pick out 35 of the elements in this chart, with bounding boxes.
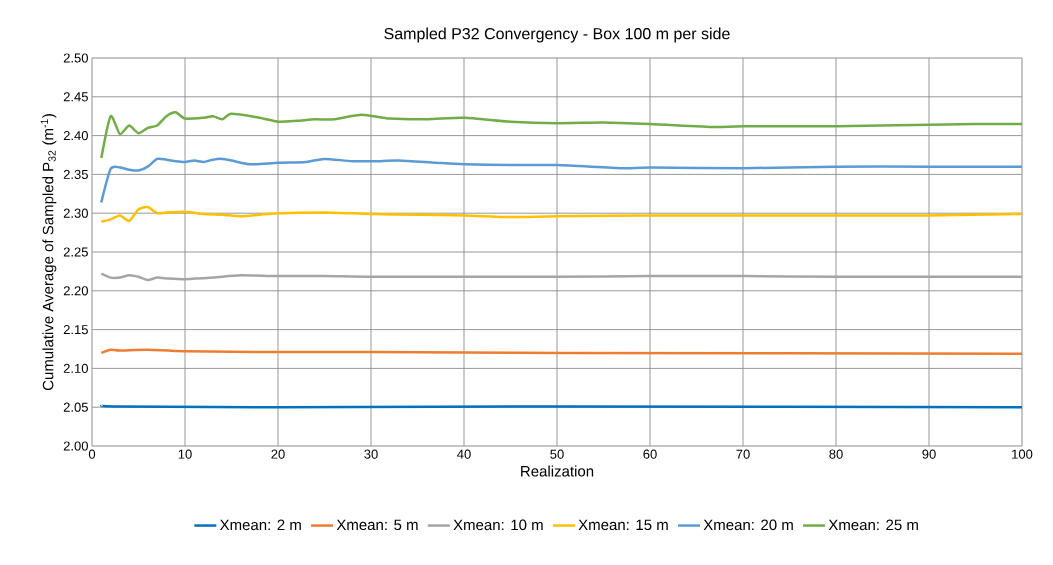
y-tick-label: 2.40 <box>63 131 88 141</box>
x-axis-title: Realization <box>521 465 594 477</box>
legend-label: Xmean: 20 m <box>703 519 793 531</box>
chart-title: Sampled P32 Convergency - Box 100 m per side <box>384 27 730 43</box>
y-tick-label: 2.10 <box>63 363 88 373</box>
y-tick-label: 2.00 <box>63 441 88 451</box>
legend-label: Xmean: 25 m <box>828 519 918 531</box>
legend-label: Xmean: 2 m <box>219 519 301 531</box>
line-series <box>100 111 1023 160</box>
line-series <box>100 205 1023 223</box>
y-tick-label: 2.20 <box>63 286 88 296</box>
x-tick-label: 50 <box>550 449 564 459</box>
legend-label: Xmean: 10 m <box>453 519 543 531</box>
x-tick-label: 30 <box>364 449 378 459</box>
line-series <box>100 157 1023 204</box>
y-tick-label: 2.05 <box>63 402 88 412</box>
y-tick-label: 2.15 <box>63 325 88 335</box>
y-tick-label: 2.30 <box>63 208 88 218</box>
x-tick-label: 80 <box>829 449 843 459</box>
x-tick-label: 90 <box>922 449 936 459</box>
x-tick-label: 60 <box>643 449 657 459</box>
x-tick-label: 40 <box>457 449 471 459</box>
legend-label: Xmean: 15 m <box>578 519 668 531</box>
y-tick-label: 2.50 <box>63 53 88 63</box>
x-tick-label: 10 <box>178 449 192 459</box>
legend-label: Xmean: 5 m <box>336 519 418 531</box>
line-series <box>100 272 1023 282</box>
y-tick-label: 2.45 <box>63 92 88 102</box>
x-tick-label: 100 <box>1012 449 1033 459</box>
x-tick-label: 20 <box>271 449 285 459</box>
y-tick-label: 2.35 <box>63 169 88 179</box>
x-tick-label: 0 <box>88 449 96 459</box>
y-tick-label: 2.25 <box>63 247 88 257</box>
y-axis-title: Cumulative Average of Sampled P$_{32}$ (m$^{-1}$) <box>40 114 57 391</box>
x-tick-label: 70 <box>736 449 750 459</box>
